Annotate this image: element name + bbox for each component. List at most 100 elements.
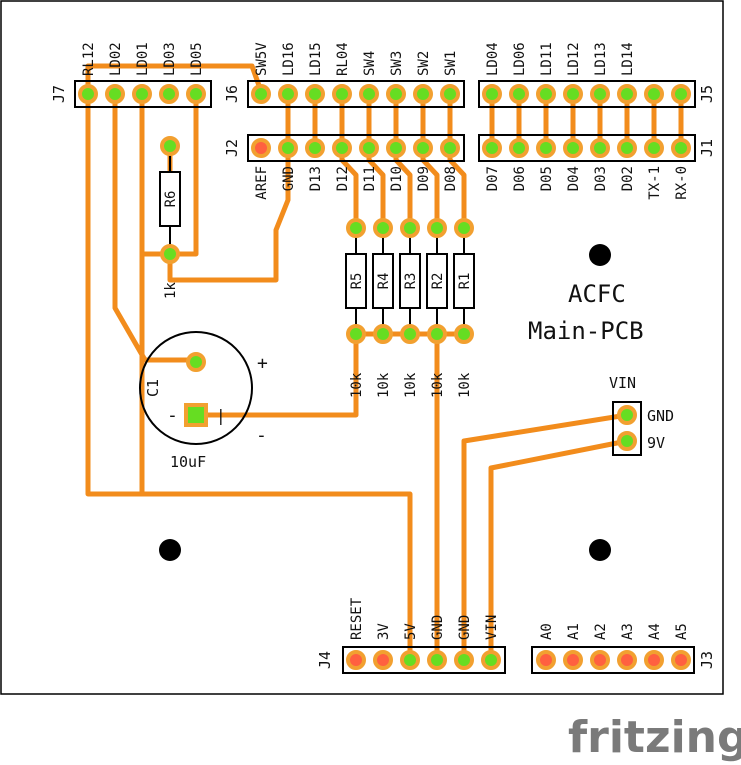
pad-r6-bottom	[160, 244, 180, 264]
pad-j6-4	[332, 84, 352, 104]
header-j3-box	[531, 646, 695, 674]
j7-ref-label: J7	[50, 85, 68, 103]
pad-j2-2	[278, 138, 298, 158]
pad-j1-4	[563, 138, 583, 158]
pin-label-j7-5: LD05	[189, 42, 205, 76]
mounting-hole	[159, 539, 181, 561]
header-j1-box	[478, 134, 696, 162]
board-title-line1: ACFC	[568, 280, 626, 308]
pin-label-j5-6: LD14	[620, 42, 636, 76]
pin-label-j6-5: SW4	[362, 51, 378, 76]
capacitor-minus-label: -	[256, 425, 267, 446]
pad-j5-6	[617, 84, 637, 104]
pad-r6-top	[160, 136, 180, 156]
pin-label-j4-4: GND	[430, 615, 446, 640]
j3-ref-label: J3	[698, 651, 716, 669]
pin-label-j4-2: 3V	[376, 623, 392, 640]
pin-label-j2-5: D11	[362, 166, 378, 191]
resistor-r3-ref: R3	[403, 273, 419, 290]
pad-j2-7	[413, 138, 433, 158]
pad-j7-5	[186, 84, 206, 104]
pad-resistor-bottom-2	[373, 324, 393, 344]
pin-label-j2-1: AREF	[254, 166, 270, 200]
pad-capacitor-plus	[186, 352, 206, 372]
pad-j3-3	[590, 650, 610, 670]
pad-resistor-top-3	[400, 218, 420, 238]
mounting-hole	[589, 244, 611, 266]
resistor-r6-ref: R6	[163, 191, 179, 208]
pin-label-j6-1: SW5V	[254, 42, 270, 76]
pad-j1-7	[644, 138, 664, 158]
vin-connector-box	[612, 401, 642, 456]
pad-j6-2	[278, 84, 298, 104]
header-j2-box	[247, 134, 465, 162]
pad-j6-1	[251, 84, 271, 104]
pin-label-j6-7: SW2	[416, 51, 432, 76]
resistor-r4-ref: R4	[376, 273, 392, 290]
pad-j6-3	[305, 84, 325, 104]
capacitor-plus-label: +	[257, 353, 268, 374]
pad-j1-2	[509, 138, 529, 158]
pin-label-j5-2: LD06	[512, 42, 528, 76]
capacitor-value-label: 10uF	[170, 453, 206, 471]
vin-labels: VIN GND 9V	[609, 374, 674, 452]
pin-label-j5-3: LD11	[539, 42, 555, 76]
pad-resistor-top-2	[373, 218, 393, 238]
pad-j5-4	[563, 84, 583, 104]
j5-ref-label: J5	[698, 85, 716, 103]
header-j4-box	[342, 646, 506, 674]
pin-label-j1-3: D05	[539, 166, 555, 191]
fritzing-brand: fritzing	[568, 712, 741, 763]
pad-j7-4	[159, 84, 179, 104]
pad-j6-6	[386, 84, 406, 104]
pad-j7-1	[78, 84, 98, 104]
capacitor-pad-square	[184, 403, 208, 427]
pad-j2-1	[251, 138, 271, 158]
pin-label-j6-6: SW3	[389, 51, 405, 76]
resistor-r2-ref: R2	[430, 273, 446, 290]
pad-j3-1	[536, 650, 556, 670]
pad-j2-6	[386, 138, 406, 158]
pin-labels: RL12 LD02 LD01 LD03 LD05 SW5V LD16 LD15 RL04 SW4 S…	[81, 42, 690, 640]
resistor-r2-value: 10k	[430, 372, 446, 398]
pin-label-j2-6: D10	[389, 166, 405, 191]
header-ref-labels: J7 J6 J2 J5 J1 J4 J3	[50, 85, 716, 669]
pad-j5-5	[590, 84, 610, 104]
capacitor-polarity-mark-right: |	[216, 406, 226, 425]
capacitor-polarity-mark: -	[167, 405, 178, 426]
pin-label-j3-1: A0	[539, 623, 555, 640]
pad-j1-6	[617, 138, 637, 158]
pin-label-j6-3: LD15	[308, 42, 324, 76]
capacitor-outline	[139, 331, 253, 445]
pad-j3-5	[644, 650, 664, 670]
pad-j2-3	[305, 138, 325, 158]
pin-label-j1-7: TX-1	[647, 166, 663, 200]
pin-label-j7-4: LD03	[162, 42, 178, 76]
pad-vin-9v	[617, 431, 637, 451]
resistor-r5-ref: R5	[349, 273, 365, 290]
pad-j1-1	[482, 138, 502, 158]
pin-label-j5-5: LD13	[593, 42, 609, 76]
pin-label-j1-6: D02	[620, 166, 636, 191]
board-title-line2: Main-PCB	[528, 317, 644, 345]
pad-j5-8	[671, 84, 691, 104]
pin-label-j2-8: D08	[443, 166, 459, 191]
pin-label-j2-4: D12	[335, 166, 351, 191]
j6-ref-label: J6	[223, 85, 241, 103]
pad-j4-2	[373, 650, 393, 670]
pad-resistor-bottom-3	[400, 324, 420, 344]
pin-label-j6-2: LD16	[281, 42, 297, 76]
pin-label-j2-2: GND	[281, 166, 297, 191]
pad-j4-1	[346, 650, 366, 670]
pin-label-j3-3: A2	[593, 623, 609, 640]
pad-j5-3	[536, 84, 556, 104]
pin-label-j7-3: LD01	[135, 42, 151, 76]
pin-label-j7-1: RL12	[81, 42, 97, 76]
pad-j2-5	[359, 138, 379, 158]
pad-j7-3	[132, 84, 152, 104]
j2-ref-label: J2	[223, 139, 241, 157]
pad-j5-1	[482, 84, 502, 104]
pad-j4-4	[427, 650, 447, 670]
pin-label-j2-7: D09	[416, 166, 432, 191]
